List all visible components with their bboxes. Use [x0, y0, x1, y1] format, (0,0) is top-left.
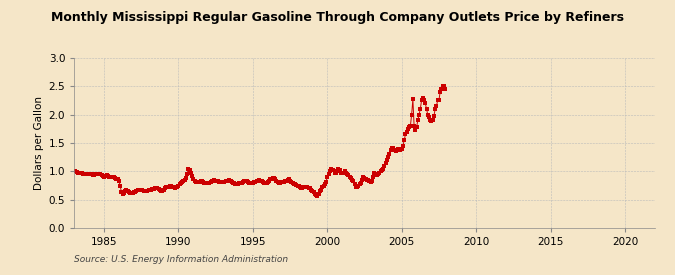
Text: Source: U.S. Energy Information Administration: Source: U.S. Energy Information Administ… — [74, 255, 288, 264]
Text: Monthly Mississippi Regular Gasoline Through Company Outlets Price by Refiners: Monthly Mississippi Regular Gasoline Thr… — [51, 11, 624, 24]
Y-axis label: Dollars per Gallon: Dollars per Gallon — [34, 96, 45, 190]
